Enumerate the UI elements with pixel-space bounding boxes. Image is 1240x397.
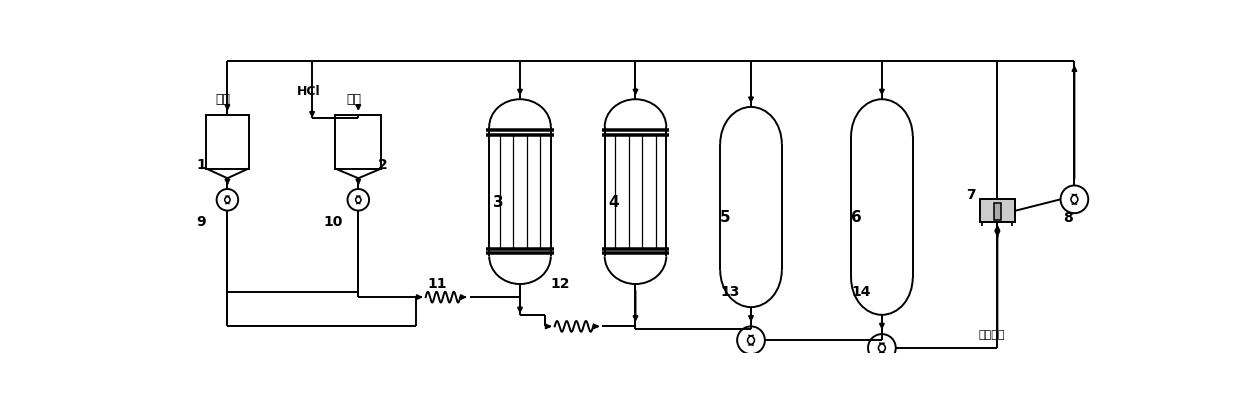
Text: 乙腈: 乙腈 — [347, 93, 362, 106]
Text: 成品产品: 成品产品 — [978, 330, 1004, 340]
Text: 3: 3 — [494, 195, 503, 210]
Text: 10: 10 — [324, 215, 343, 229]
Text: 4: 4 — [609, 195, 619, 210]
Text: 13: 13 — [720, 285, 739, 299]
Text: 6: 6 — [851, 210, 862, 225]
Text: 7: 7 — [967, 188, 976, 202]
Text: 9: 9 — [197, 215, 206, 229]
Text: 5: 5 — [720, 210, 730, 225]
Text: 14: 14 — [851, 285, 870, 299]
Text: 12: 12 — [551, 277, 570, 291]
Text: 1: 1 — [197, 158, 206, 172]
Bar — [993, 203, 1001, 220]
Bar — [980, 199, 1014, 222]
Text: 2: 2 — [377, 158, 387, 172]
Text: 11: 11 — [428, 277, 448, 291]
Text: 8: 8 — [1063, 212, 1073, 225]
Bar — [206, 115, 248, 169]
Bar — [335, 115, 382, 169]
Text: 乙腈: 乙腈 — [216, 93, 231, 106]
Text: HCl: HCl — [296, 85, 320, 98]
